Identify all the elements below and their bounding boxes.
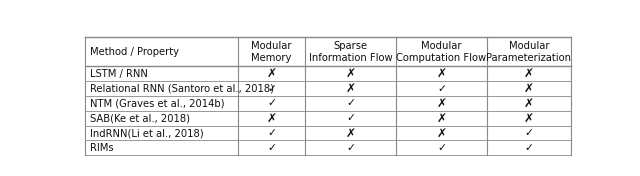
Text: ✓: ✓ <box>346 143 355 153</box>
Text: ✓: ✓ <box>346 113 355 123</box>
Text: ✗: ✗ <box>346 82 356 95</box>
Text: Modular
Parameterization: Modular Parameterization <box>486 41 572 63</box>
Text: ✗: ✗ <box>436 67 447 80</box>
Text: Relational RNN (Santoro et al., 2018): Relational RNN (Santoro et al., 2018) <box>90 84 274 93</box>
Text: Sparse
Information Flow: Sparse Information Flow <box>308 41 392 63</box>
Text: ✗: ✗ <box>266 67 276 80</box>
Text: LSTM / RNN: LSTM / RNN <box>90 69 148 79</box>
Text: RIMs: RIMs <box>90 143 113 153</box>
Text: Method / Property: Method / Property <box>90 47 179 57</box>
Text: ✓: ✓ <box>525 128 533 138</box>
Text: ✗: ✗ <box>524 112 534 125</box>
Text: ✗: ✗ <box>436 127 447 140</box>
Text: ✗: ✗ <box>346 127 356 140</box>
Text: Modular
Computation Flow: Modular Computation Flow <box>396 41 486 63</box>
Text: ✓: ✓ <box>437 84 446 93</box>
Text: Modular
Memory: Modular Memory <box>252 41 292 63</box>
Text: ✓: ✓ <box>346 98 355 108</box>
Text: ✓: ✓ <box>267 143 276 153</box>
Text: ✓: ✓ <box>267 84 276 93</box>
Text: ✓: ✓ <box>525 143 533 153</box>
Text: NTM (Graves et al., 2014b): NTM (Graves et al., 2014b) <box>90 98 225 108</box>
Text: IndRNN(Li et al., 2018): IndRNN(Li et al., 2018) <box>90 128 204 138</box>
Text: ✗: ✗ <box>346 67 356 80</box>
Text: ✗: ✗ <box>266 112 276 125</box>
Text: ✗: ✗ <box>524 67 534 80</box>
Text: ✗: ✗ <box>436 97 447 110</box>
Text: SAB(Ke et al., 2018): SAB(Ke et al., 2018) <box>90 113 190 123</box>
Text: ✓: ✓ <box>267 98 276 108</box>
Text: ✓: ✓ <box>267 128 276 138</box>
Text: ✗: ✗ <box>524 97 534 110</box>
Text: ✓: ✓ <box>437 143 446 153</box>
Text: ✗: ✗ <box>436 112 447 125</box>
Text: ✗: ✗ <box>524 82 534 95</box>
